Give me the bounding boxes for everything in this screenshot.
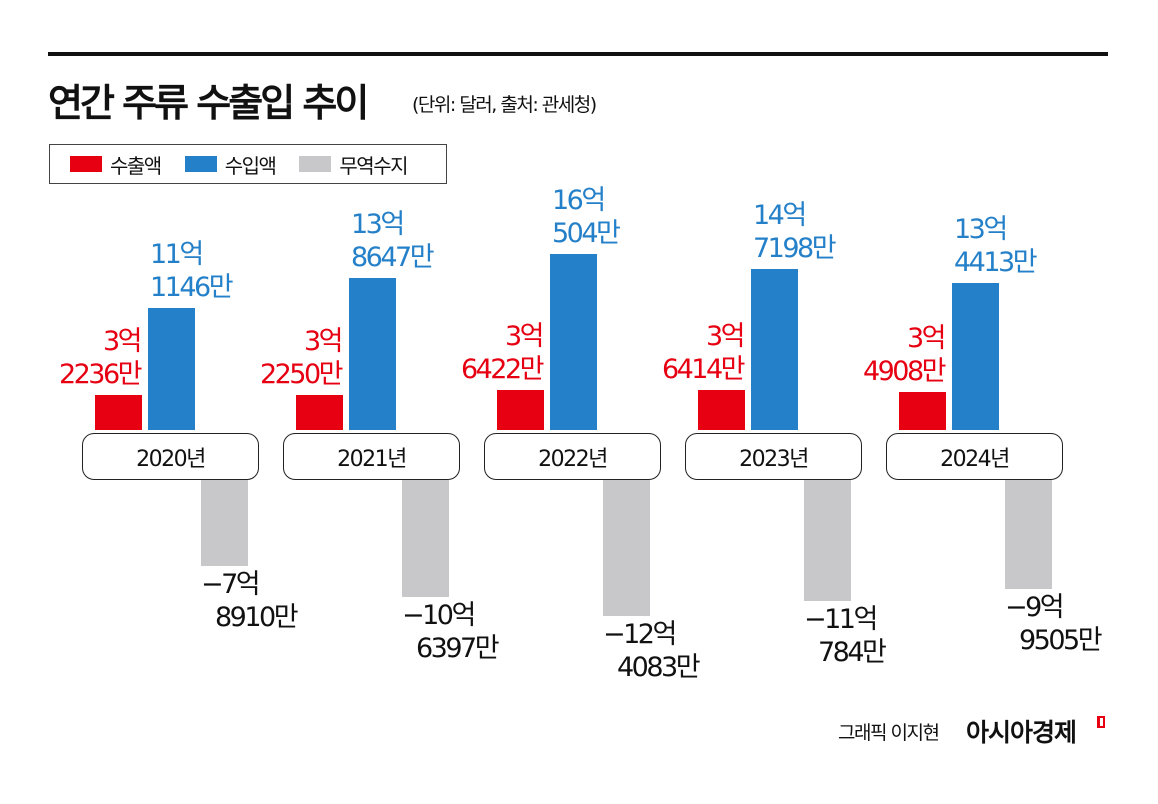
data-label-line: 7198만 — [753, 232, 837, 264]
data-label-line: 8910만 — [215, 602, 299, 634]
data-label-line: 3억 — [504, 321, 545, 353]
data-label-balance: −7억 8910만 — [201, 568, 299, 634]
data-label-line: 3억 — [906, 322, 947, 354]
data-label-line: 2250만 — [259, 358, 344, 390]
category-label: 2020년 — [82, 433, 259, 480]
bar-import — [148, 308, 195, 430]
legend-label: 무역수지 — [339, 153, 408, 178]
chart-title: 연간 주류 수출입 추이 — [48, 81, 369, 125]
data-label-import: 14억 7198만 — [753, 199, 837, 265]
data-label-balance: −12억 4083만 — [603, 618, 701, 684]
data-label-import: 11억 1146만 — [150, 238, 234, 304]
data-label-line: 504만 — [552, 218, 621, 250]
data-label-import: 13억 4413만 — [954, 213, 1038, 279]
data-label-line: 8647만 — [351, 242, 435, 274]
bar-export — [95, 394, 142, 430]
data-label-line: −10억 — [402, 599, 476, 631]
data-label-line: −7억 — [201, 569, 261, 601]
brand-mark-icon — [1097, 716, 1105, 728]
data-label-balance: −10억 6397만 — [402, 599, 500, 665]
category-label: 2023년 — [685, 433, 862, 480]
bar-import — [349, 278, 396, 430]
data-label-export: 3억 6422만 — [460, 320, 545, 386]
data-label-balance: −9억 9505만 — [1005, 591, 1103, 657]
bar-balance — [603, 480, 650, 616]
data-label-line: 1146만 — [150, 272, 234, 304]
data-label-export: 3억 4908만 — [862, 322, 947, 388]
bar-export — [899, 391, 946, 430]
data-label-line: 6414만 — [661, 354, 746, 386]
data-label-line: 3억 — [102, 325, 143, 357]
data-label-line: 4908만 — [862, 355, 947, 387]
data-label-line: 2236만 — [58, 358, 143, 390]
bar-export — [698, 390, 745, 430]
bar-balance — [804, 480, 851, 602]
chart-subtitle: (단위: 달러, 출처: 관세청) — [412, 94, 597, 116]
data-label-line: 784만 — [818, 637, 887, 669]
top-rule — [48, 52, 1108, 56]
legend-swatch-export — [70, 156, 102, 172]
data-label-line: 13억 — [351, 209, 405, 241]
bar-import — [550, 254, 597, 430]
data-label-line: 11억 — [150, 239, 204, 271]
legend-item-balance: 무역수지 — [299, 150, 409, 179]
data-label-line: 14억 — [753, 199, 807, 231]
data-label-line: 16억 — [552, 185, 606, 217]
bar-export — [296, 394, 343, 430]
data-label-import: 13억 8647만 — [351, 208, 435, 274]
legend-label: 수출액 — [110, 153, 162, 178]
data-label-line: −11억 — [804, 604, 878, 636]
bar-balance — [402, 480, 449, 597]
bar-import — [952, 282, 999, 430]
credit: 그래픽 이지현 — [838, 722, 940, 744]
data-label-line: 9505만 — [1019, 624, 1103, 656]
legend-swatch-import — [184, 156, 217, 172]
bar-balance — [201, 480, 248, 567]
bar-balance — [1005, 480, 1052, 589]
data-label-line: 3억 — [303, 325, 344, 357]
data-label-line: 6397만 — [416, 632, 500, 664]
data-label-line: −9억 — [1005, 591, 1065, 623]
data-label-line: 4083만 — [617, 651, 701, 683]
legend: 수출액 수입액 무역수지 — [49, 144, 447, 184]
data-label-export: 3억 6414만 — [661, 320, 746, 386]
data-label-import: 16억 504만 — [552, 184, 621, 250]
data-label-line: 6422만 — [460, 354, 545, 386]
bar-import — [751, 268, 798, 430]
category-label: 2024년 — [886, 433, 1063, 480]
data-label-line: 13억 — [954, 213, 1008, 245]
legend-swatch-balance — [299, 156, 332, 172]
category-label: 2021년 — [283, 433, 460, 480]
data-label-line: 4413만 — [954, 246, 1038, 278]
brand-logo: 아시아경제 — [966, 718, 1077, 747]
legend-label: 수입액 — [224, 153, 277, 178]
data-label-export: 3억 2250만 — [259, 325, 344, 391]
category-label: 2022년 — [484, 433, 661, 480]
data-label-balance: −11억 784만 — [804, 603, 887, 669]
data-label-line: 3억 — [705, 321, 746, 353]
bar-export — [497, 390, 544, 430]
data-label-line: −12억 — [603, 618, 677, 650]
legend-item-export: 수출액 — [70, 150, 162, 179]
legend-item-import: 수입액 — [184, 150, 277, 179]
data-label-export: 3억 2236만 — [58, 325, 143, 391]
